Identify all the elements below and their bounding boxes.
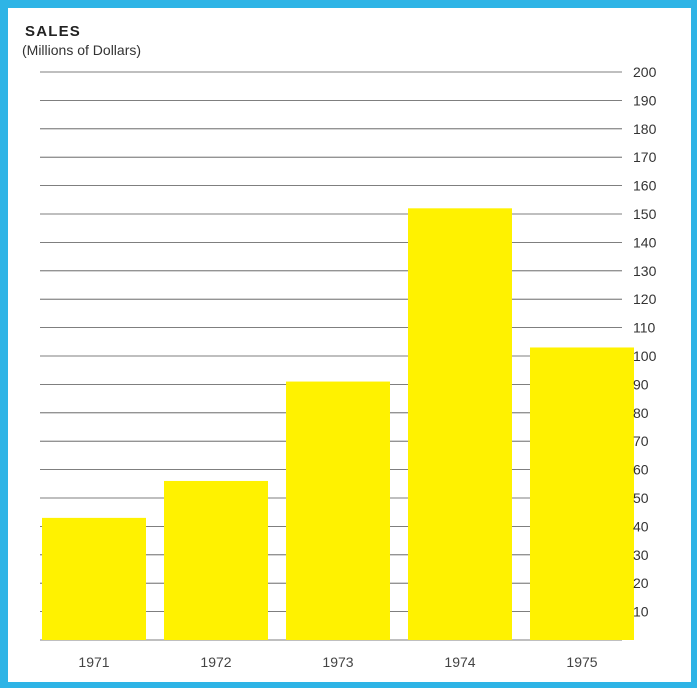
bar-1972 (164, 480, 268, 640)
y-tick-label: 60 (633, 462, 649, 478)
x-category-labels: 1971 1972 1973 1974 1975 (78, 654, 597, 670)
bar-1974 (408, 208, 512, 640)
y-tick-label: 180 (633, 121, 657, 137)
y-tick-label: 30 (633, 547, 649, 563)
x-category-label: 1973 (322, 654, 353, 670)
y-tick-labels: 10 20 30 40 50 60 70 80 90 100 110 120 130 140 150 160 1… (633, 64, 657, 620)
y-tick-label: 120 (633, 291, 657, 307)
y-tick-label: 80 (633, 405, 649, 421)
y-tick-label: 110 (633, 320, 656, 336)
x-category-label: 1975 (566, 654, 597, 670)
bar-1971 (42, 517, 146, 640)
y-tick-label: 140 (633, 234, 657, 250)
x-category-label: 1971 (78, 654, 109, 670)
y-tick-label: 130 (633, 263, 657, 279)
y-tick-label: 100 (633, 348, 657, 364)
y-tick-label: 200 (633, 64, 657, 80)
y-tick-label: 20 (633, 575, 649, 591)
bars (42, 208, 634, 640)
y-tick-label: 190 (633, 92, 657, 108)
y-tick-label: 10 (633, 604, 649, 620)
y-tick-label: 150 (633, 206, 657, 222)
chart-title: SALES (25, 23, 82, 40)
y-tick-label: 90 (633, 376, 649, 392)
x-category-label: 1974 (444, 654, 475, 670)
bar-1975 (530, 347, 634, 640)
y-tick-label: 40 (633, 518, 649, 534)
y-tick-label: 70 (633, 433, 649, 449)
x-category-label: 1972 (200, 654, 231, 670)
y-tick-label: 160 (633, 178, 657, 194)
bar-1973 (286, 381, 390, 640)
y-tick-label: 50 (633, 490, 649, 506)
y-tick-label: 170 (633, 149, 657, 165)
chart-subtitle: (Millions of Dollars) (22, 42, 142, 58)
